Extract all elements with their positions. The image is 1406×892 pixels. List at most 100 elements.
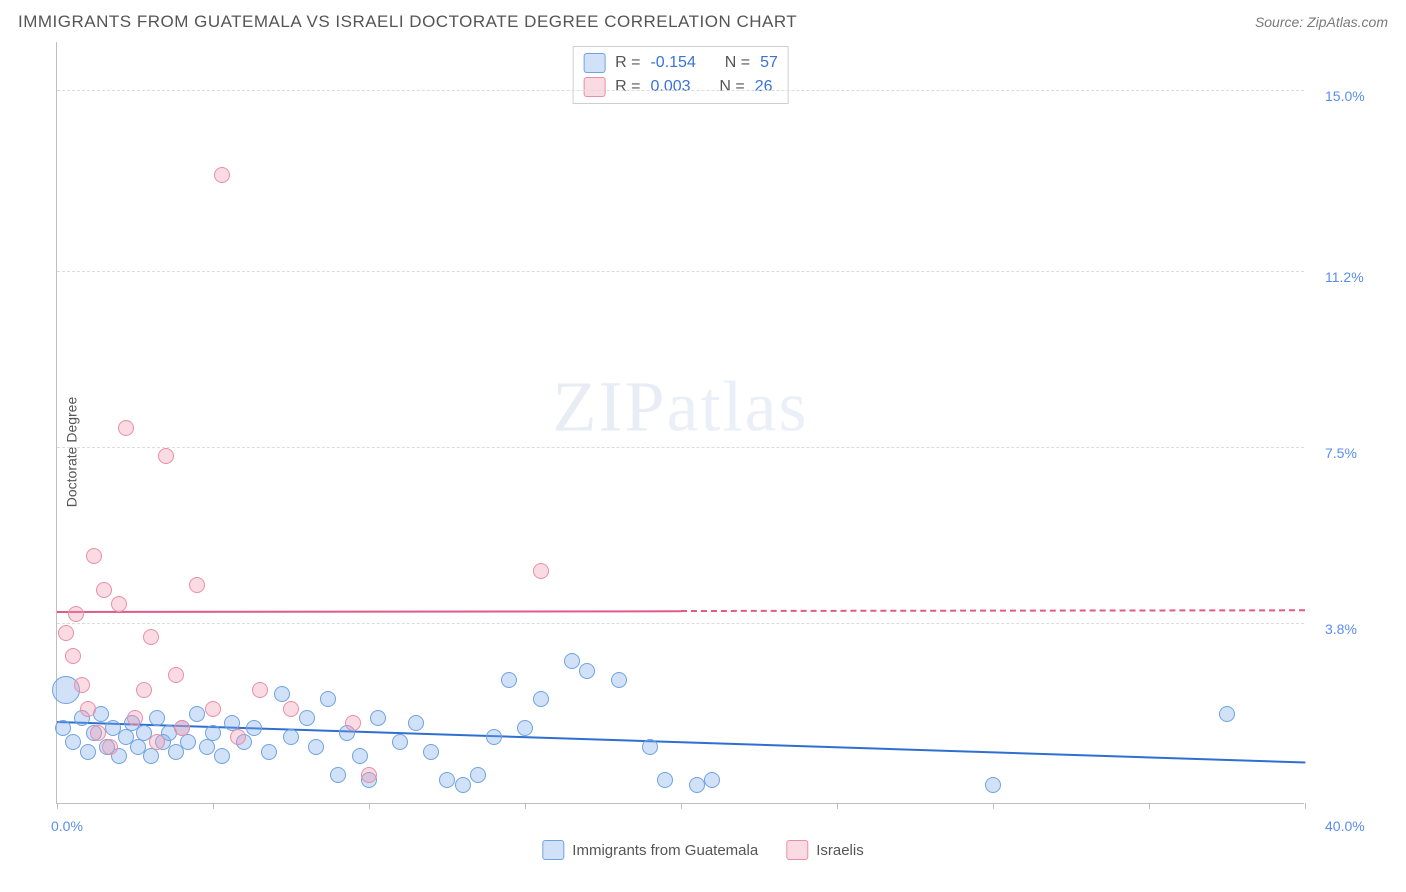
data-point-israelis	[149, 734, 165, 750]
chart-title: IMMIGRANTS FROM GUATEMALA VS ISRAELI DOC…	[18, 12, 797, 32]
watermark-zip: ZIP	[553, 367, 667, 447]
data-point-guatemala	[564, 653, 580, 669]
data-point-israelis	[283, 701, 299, 717]
data-point-israelis	[252, 682, 268, 698]
data-point-guatemala	[214, 748, 230, 764]
data-point-guatemala	[392, 734, 408, 750]
data-point-guatemala	[55, 720, 71, 736]
chart-container: Doctorate Degree ZIPatlas R = -0.154 N =…	[10, 42, 1396, 862]
data-point-guatemala	[985, 777, 1001, 793]
swatch-guatemala	[583, 53, 605, 73]
data-point-guatemala	[470, 767, 486, 783]
series-legend: Immigrants from Guatemala Israelis	[542, 840, 863, 860]
scatter-plot: ZIPatlas R = -0.154 N = 57 R = 0.003 N =…	[56, 42, 1304, 804]
data-point-guatemala	[330, 767, 346, 783]
r-value-israelis: 0.003	[650, 78, 690, 96]
data-point-israelis	[96, 582, 112, 598]
x-tick-mark	[525, 803, 526, 809]
data-point-guatemala	[205, 725, 221, 741]
data-point-guatemala	[246, 720, 262, 736]
x-tick-mark	[57, 803, 58, 809]
data-point-israelis	[65, 648, 81, 664]
stats-row-israelis: R = 0.003 N = 26	[583, 75, 778, 99]
data-point-guatemala	[320, 691, 336, 707]
x-tick-mark	[213, 803, 214, 809]
data-point-guatemala	[199, 739, 215, 755]
swatch-israelis	[786, 840, 808, 860]
data-point-guatemala	[143, 748, 159, 764]
label-r: R =	[615, 78, 640, 96]
data-point-guatemala	[408, 715, 424, 731]
data-point-israelis	[230, 729, 246, 745]
data-point-israelis	[90, 725, 106, 741]
data-point-israelis	[127, 710, 143, 726]
x-tick-mark	[1149, 803, 1150, 809]
n-value-israelis: 26	[755, 78, 773, 96]
legend-item-guatemala: Immigrants from Guatemala	[542, 840, 758, 860]
data-point-guatemala	[533, 691, 549, 707]
data-point-guatemala	[80, 744, 96, 760]
x-tick-mark	[369, 803, 370, 809]
label-n: N =	[725, 54, 750, 72]
data-point-guatemala	[611, 672, 627, 688]
data-point-israelis	[168, 667, 184, 683]
trendline-israelis	[57, 610, 681, 613]
y-tick-label: 11.2%	[1325, 269, 1364, 285]
n-value-guatemala: 57	[760, 54, 778, 72]
data-point-guatemala	[283, 729, 299, 745]
data-point-israelis	[68, 606, 84, 622]
data-point-guatemala	[704, 772, 720, 788]
chart-header: IMMIGRANTS FROM GUATEMALA VS ISRAELI DOC…	[10, 8, 1396, 42]
y-tick-label: 7.5%	[1325, 445, 1357, 461]
data-point-guatemala	[352, 748, 368, 764]
data-point-israelis	[102, 739, 118, 755]
label-r: R =	[615, 54, 640, 72]
stats-row-guatemala: R = -0.154 N = 57	[583, 51, 778, 75]
data-point-israelis	[80, 701, 96, 717]
data-point-guatemala	[642, 739, 658, 755]
data-point-guatemala	[455, 777, 471, 793]
data-point-israelis	[74, 677, 90, 693]
label-n: N =	[719, 78, 744, 96]
source-name: ZipAtlas.com	[1307, 14, 1388, 30]
gridline	[57, 90, 1304, 91]
gridline	[57, 271, 1304, 272]
x-tick-mark	[1305, 803, 1306, 809]
data-point-guatemala	[657, 772, 673, 788]
y-tick-label: 3.8%	[1325, 621, 1357, 637]
data-point-israelis	[158, 448, 174, 464]
data-point-guatemala	[689, 777, 705, 793]
data-point-guatemala	[65, 734, 81, 750]
x-tick-mark	[681, 803, 682, 809]
data-point-guatemala	[274, 686, 290, 702]
data-point-guatemala	[517, 720, 533, 736]
data-point-israelis	[86, 548, 102, 564]
gridline	[57, 623, 1304, 624]
y-tick-label: 15.0%	[1325, 88, 1365, 104]
data-point-israelis	[533, 563, 549, 579]
data-point-israelis	[58, 625, 74, 641]
data-point-guatemala	[149, 710, 165, 726]
data-point-guatemala	[261, 744, 277, 760]
data-point-guatemala	[180, 734, 196, 750]
watermark: ZIPatlas	[553, 366, 809, 449]
watermark-atlas: atlas	[667, 367, 809, 447]
x-min-label: 0.0%	[51, 818, 83, 834]
x-tick-mark	[993, 803, 994, 809]
data-point-guatemala	[308, 739, 324, 755]
legend-label-israelis: Israelis	[816, 842, 864, 859]
data-point-israelis	[136, 682, 152, 698]
data-point-israelis	[361, 767, 377, 783]
chart-source: Source: ZipAtlas.com	[1255, 14, 1388, 30]
data-point-guatemala	[299, 710, 315, 726]
data-point-guatemala	[486, 729, 502, 745]
data-point-israelis	[143, 629, 159, 645]
data-point-guatemala	[501, 672, 517, 688]
data-point-israelis	[111, 596, 127, 612]
source-prefix: Source:	[1255, 14, 1307, 30]
data-point-guatemala	[1219, 706, 1235, 722]
legend-item-israelis: Israelis	[786, 840, 864, 860]
data-point-israelis	[189, 577, 205, 593]
r-value-guatemala: -0.154	[650, 54, 695, 72]
data-point-israelis	[174, 720, 190, 736]
